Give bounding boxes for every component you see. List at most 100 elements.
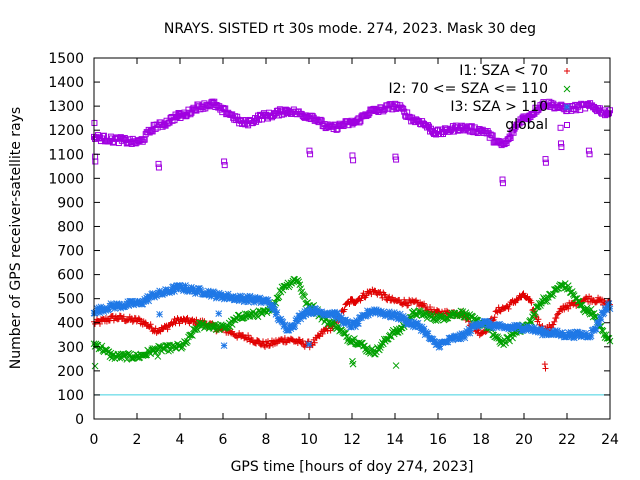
data-point (553, 314, 560, 321)
outlier-point (541, 361, 548, 368)
data-point (193, 316, 200, 323)
data-point (564, 303, 571, 310)
data-point (369, 345, 376, 353)
x-tick-label: 8 (262, 432, 271, 448)
data-point (157, 343, 164, 351)
data-point (427, 304, 434, 311)
outlier-point (305, 341, 313, 348)
data-point (165, 347, 172, 355)
y-tick-label: 900 (57, 195, 84, 211)
data-point (465, 318, 472, 325)
data-point (152, 349, 159, 356)
data-point (296, 281, 304, 289)
x-tick-label: 14 (386, 432, 404, 448)
data-point (245, 332, 252, 339)
data-point (587, 332, 595, 340)
y-tick-label: 1300 (48, 99, 84, 115)
data-point (520, 290, 527, 297)
data-point (182, 339, 189, 346)
legend-label-global: global (505, 117, 548, 133)
outlier-point (215, 310, 223, 317)
data-point (319, 330, 326, 337)
data-point (194, 326, 201, 333)
data-point (386, 293, 393, 300)
data-point (187, 331, 194, 339)
data-point (349, 296, 356, 303)
data-point (341, 330, 348, 337)
data-point (421, 300, 428, 307)
data-point (334, 324, 341, 332)
data-point (184, 314, 191, 321)
legend-marker (563, 103, 571, 111)
data-point (182, 319, 189, 326)
data-point (135, 315, 142, 322)
data-point (117, 312, 124, 319)
chart-title: NRAYS. SISTED rt 30s mode. 274, 2023. Ma… (164, 21, 536, 37)
y-tick-label: 100 (57, 388, 84, 404)
data-point (254, 313, 262, 321)
legend-label-i2: I2: 70 <= SZA <= 110 (388, 81, 548, 97)
x-tick-label: 12 (343, 432, 361, 448)
data-point (189, 332, 196, 339)
data-point (377, 289, 384, 296)
data-point (282, 283, 290, 291)
legend-label-i1: I1: SZA < 70 (459, 63, 548, 79)
outlier-point (156, 310, 163, 318)
x-axis-label: GPS time [hours of doy 274, 2023] (231, 459, 474, 475)
y-tick-label: 500 (57, 292, 84, 308)
data-point (346, 300, 353, 307)
data-point (294, 276, 302, 284)
data-points (90, 98, 614, 372)
data-point (275, 293, 283, 301)
x-tick-label: 10 (300, 432, 318, 448)
data-point (116, 354, 124, 362)
data-point (294, 340, 301, 347)
y-axis-label: Number of GPS receiver-satellite rays (8, 107, 24, 369)
y-tick-label: 1400 (48, 75, 84, 91)
y-tick-label: 1100 (48, 147, 84, 163)
x-tick-label: 20 (515, 432, 533, 448)
data-point (140, 351, 148, 359)
data-point (379, 294, 386, 301)
y-tick-label: 400 (57, 316, 84, 332)
data-point (535, 316, 542, 323)
data-point (301, 293, 309, 301)
x-tick-label: 24 (601, 432, 619, 448)
data-point (551, 318, 558, 325)
data-point (550, 321, 557, 328)
data-point (240, 314, 248, 322)
data-point (355, 320, 362, 327)
data-point (164, 342, 171, 349)
y-tick-label: 200 (57, 364, 84, 380)
x-tick-label: 18 (472, 432, 490, 448)
data-point (255, 337, 262, 344)
data-point (96, 320, 103, 327)
data-point (147, 321, 154, 328)
data-point (311, 339, 318, 346)
x-tick-label: 16 (429, 432, 447, 448)
x-tick-label: 4 (176, 432, 185, 448)
y-tick-label: 1000 (48, 171, 84, 187)
data-point (273, 309, 281, 316)
y-tick-label: 700 (57, 244, 84, 260)
data-point (364, 344, 371, 352)
data-point (565, 305, 572, 312)
data-point (583, 294, 590, 301)
data-point (592, 325, 600, 333)
y-tick-label: 600 (57, 268, 84, 284)
data-point (142, 319, 149, 326)
x-tick-label: 6 (219, 432, 228, 448)
x-tick-label: 0 (90, 432, 99, 448)
data-point (129, 355, 137, 362)
data-point (133, 353, 141, 361)
outlier-point (542, 365, 549, 372)
legend-label-i3: I3: SZA > 110 (450, 99, 548, 115)
y-tick-label: 0 (75, 412, 84, 428)
data-point (491, 314, 498, 321)
data-point (405, 302, 412, 309)
data-point (381, 291, 388, 298)
data-point (299, 338, 306, 345)
data-point (605, 300, 613, 307)
